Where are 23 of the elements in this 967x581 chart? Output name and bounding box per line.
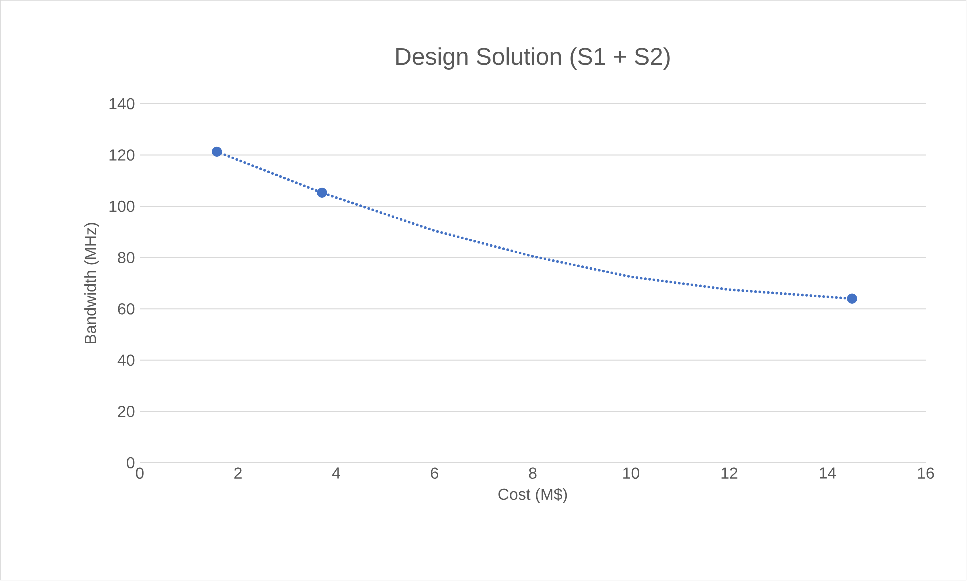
x-tick-label: 8 [529, 468, 537, 480]
y-axis-title: Bandwidth (MHz) [84, 223, 100, 344]
y-tick-label: 80 [118, 252, 135, 264]
x-tick-label: 0 [136, 468, 144, 480]
y-tick-label: 140 [110, 98, 135, 110]
x-axis-title: Cost (M$) [498, 488, 568, 504]
point [317, 188, 328, 198]
x-tick-label: 4 [332, 468, 340, 479]
point [847, 294, 858, 304]
point [212, 146, 222, 158]
x-tick-label: 14 [820, 468, 836, 479]
x-tick-label: 6 [431, 468, 439, 480]
y-tick-label: 40 [118, 354, 135, 366]
y-tick-label: 20 [118, 406, 135, 418]
y-tick-label: 0 [127, 457, 135, 469]
chart-title: Design Solution (S1 + S2) [396, 48, 670, 70]
x-tick-label: 16 [918, 468, 934, 480]
y-tick-label: 120 [110, 150, 135, 161]
y-tick-label: 100 [110, 200, 135, 212]
x-tick-label: 12 [722, 468, 738, 479]
x-tick-label: 2 [234, 468, 242, 479]
x-tick-label: 10 [624, 468, 640, 480]
y-tick-label: 60 [118, 303, 135, 315]
